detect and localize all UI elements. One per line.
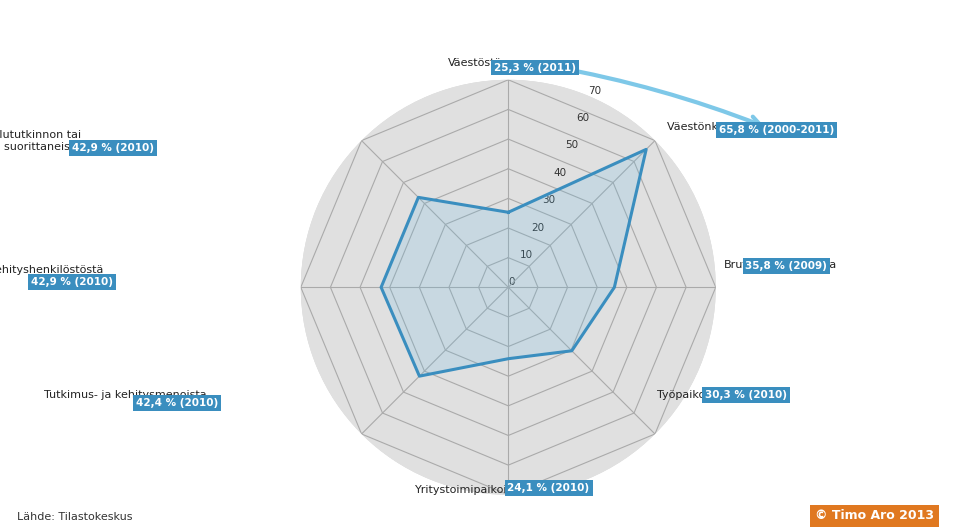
Text: 35,8 % (2009): 35,8 % (2009) bbox=[745, 261, 828, 271]
Polygon shape bbox=[301, 80, 715, 495]
Text: 30,3 % (2010): 30,3 % (2010) bbox=[705, 390, 787, 400]
Text: Väestönkasvusta 2000-2011: Väestönkasvusta 2000-2011 bbox=[667, 122, 825, 131]
Text: 25,3 % (2011): 25,3 % (2011) bbox=[494, 63, 576, 72]
Polygon shape bbox=[381, 149, 646, 376]
Text: Väestöstä: Väestöstä bbox=[448, 58, 502, 68]
Text: Lähde: Tilastokeskus: Lähde: Tilastokeskus bbox=[17, 512, 132, 522]
Text: 65,8 % (2000-2011): 65,8 % (2000-2011) bbox=[719, 126, 834, 135]
Text: Ylemmän korkeakoulututkinnon tai
tutkijakoulutuksen suorittaneista: Ylemmän korkeakoulututkinnon tai tutkija… bbox=[0, 130, 82, 152]
Text: 42,9 % (2010): 42,9 % (2010) bbox=[72, 143, 154, 153]
Text: Tutkimus- ja kehityshenkilöstöstä: Tutkimus- ja kehityshenkilöstöstä bbox=[0, 265, 104, 275]
Text: © Timo Aro 2013: © Timo Aro 2013 bbox=[815, 510, 934, 522]
Text: 42,9 % (2010): 42,9 % (2010) bbox=[31, 277, 113, 287]
Text: 24,1 % (2010): 24,1 % (2010) bbox=[507, 483, 590, 493]
Text: Yritystoimipaikoista: Yritystoimipaikoista bbox=[415, 485, 525, 495]
Text: Bruttokansantulosta: Bruttokansantulosta bbox=[724, 260, 837, 270]
Text: Työpaikoista: Työpaikoista bbox=[657, 390, 725, 400]
Text: Metropolialueen 14 kunnan osuus (%) koko maan luvuista: Metropolialueen 14 kunnan osuus (%) koko… bbox=[17, 27, 880, 53]
Text: Tutkimus- ja kehitysmenoista: Tutkimus- ja kehitysmenoista bbox=[43, 390, 206, 400]
Text: 42,4 % (2010): 42,4 % (2010) bbox=[136, 398, 219, 408]
